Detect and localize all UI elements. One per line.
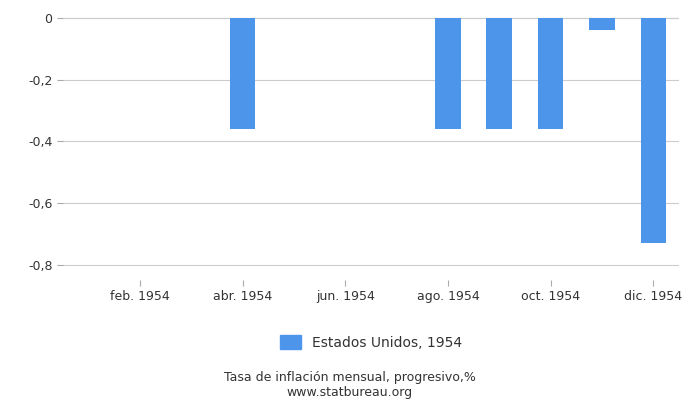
Bar (640, 18, 666, 243)
Bar (435, 18, 461, 129)
Bar (486, 18, 512, 129)
Text: www.statbureau.org: www.statbureau.org (287, 386, 413, 399)
Text: Tasa de inflación mensual, progresivo,%: Tasa de inflación mensual, progresivo,% (224, 372, 476, 384)
Bar (230, 18, 256, 129)
Bar (538, 18, 564, 129)
Bar (589, 18, 615, 30)
Legend: Estados Unidos, 1954: Estados Unidos, 1954 (280, 335, 462, 350)
